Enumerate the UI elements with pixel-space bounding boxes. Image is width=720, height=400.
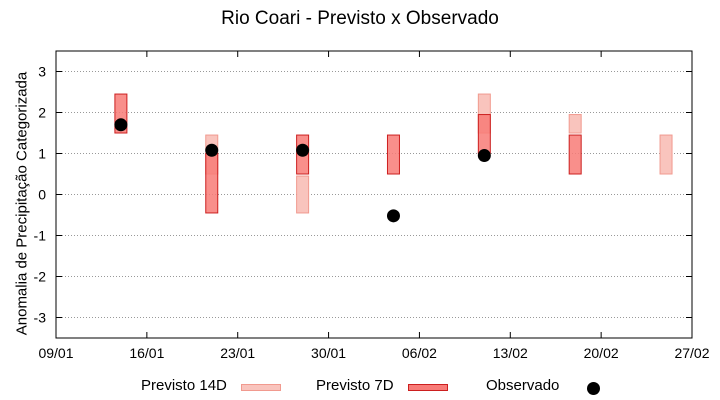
series-previsto-7d [114,93,582,214]
y-tick-label: 0 [38,187,46,203]
legend-swatch-previsto-14d [241,384,281,391]
legend: Previsto 14D Previsto 7D Observado [0,376,720,398]
legend-item-observado: Observado [486,376,616,396]
y-tick-label: -3 [34,310,47,326]
y-tick-label: 3 [38,64,46,80]
legend-swatch-previsto-7d [408,384,448,391]
legend-label-previsto-14d: Previsto 14D [141,377,227,394]
x-tick-label: 23/01 [220,345,255,361]
legend-item-previsto-14d: Previsto 14D [141,376,291,396]
point-observado [205,143,219,157]
bar-previsto-7d [386,134,400,175]
x-tick-label: 06/02 [402,345,437,361]
legend-marker-observado [587,382,600,395]
y-tick-label: -1 [34,228,47,244]
legend-item-previsto-7d: Previsto 7D [316,376,456,396]
point-observado [477,149,491,163]
bar-previsto-14d [568,114,582,134]
x-tick-label: 20/02 [584,345,619,361]
bar-previsto-7d [477,114,491,155]
point-observado [114,118,128,132]
legend-label-previsto-7d: Previsto 7D [316,377,394,394]
x-tick-label: 16/01 [129,345,164,361]
y-axis-label: Anomalia de Precipitação Categorizada [13,71,31,336]
x-tick-label: 13/02 [493,345,528,361]
bar-previsto-7d [205,153,219,214]
y-tick-label: -2 [34,269,47,285]
point-observado [296,143,310,157]
chart-title: Rio Coari - Previsto x Observado [221,8,499,29]
y-tick-label: 1 [38,146,46,162]
x-tick-label: 27/02 [674,345,709,361]
point-observado [386,209,400,223]
x-tick-label: 09/01 [38,345,73,361]
x-tick-label: 30/01 [311,345,346,361]
bar-previsto-14d [296,175,310,214]
bar-previsto-14d [659,134,673,175]
y-axis-ticks: -3 -2 -1 0 1 2 3 [34,64,692,326]
x-axis-ticks: 09/01 16/01 23/01 30/01 06/02 13/02 20/02 27/02 [38,51,710,361]
legend-label-observado: Observado [486,377,560,394]
series-observado [114,118,491,223]
y-tick-label: 2 [38,105,46,121]
grid-lines [56,71,692,318]
bar-previsto-7d [568,134,582,175]
